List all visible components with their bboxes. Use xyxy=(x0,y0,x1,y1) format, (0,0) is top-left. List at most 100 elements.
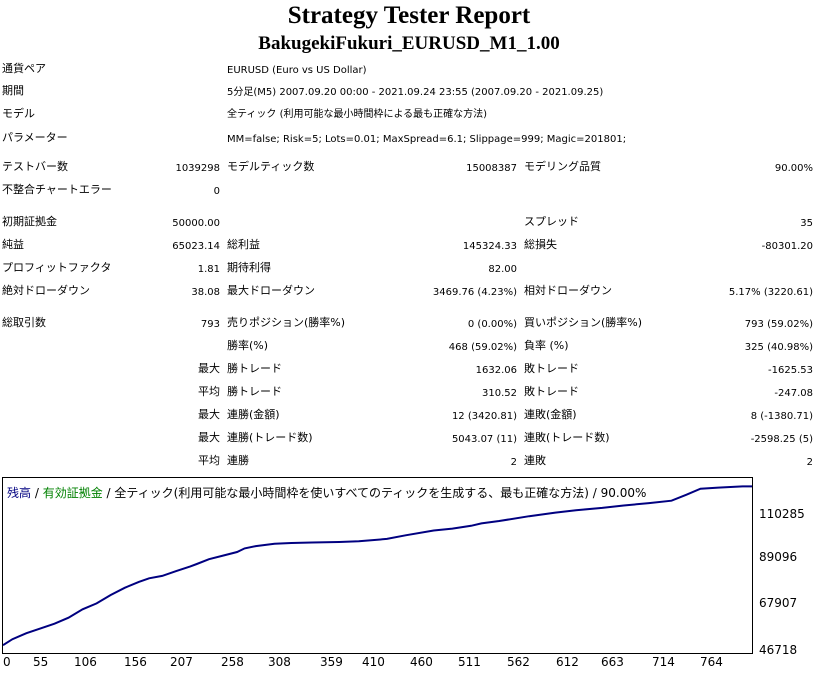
largest-loss-label: 敗トレード xyxy=(524,362,579,375)
spread-value: 35 xyxy=(800,218,813,229)
x-tick-label: 663 xyxy=(601,655,624,669)
avg-loss-label: 敗トレード xyxy=(524,385,579,398)
avg-win-value: 310.52 xyxy=(482,388,517,399)
balance-chart xyxy=(2,477,753,654)
errors-value: 0 xyxy=(213,186,220,197)
max-drawdown-label: 最大ドローダウン xyxy=(227,284,315,297)
gross-loss-label: 総損失 xyxy=(524,238,557,251)
model-value: 全ティック (利用可能な最小時間枠による最も正確な方法) xyxy=(227,109,488,120)
y-tick-label: 67907 xyxy=(759,596,798,610)
balance-line xyxy=(3,485,752,647)
net-value: 65023.14 xyxy=(172,241,220,252)
max-word: 最大 xyxy=(198,408,220,421)
short-positions-value: 0 (0.00%) xyxy=(467,319,517,330)
expected-payoff-value: 82.00 xyxy=(488,264,517,275)
chart-legend: 残高 / 有効証拠金 / 全ティック(利用可能な最小時間枠を使いすべてのティック… xyxy=(7,484,646,501)
spread-label: スプレッド xyxy=(524,215,579,228)
symbol-value: EURUSD (Euro vs US Dollar) xyxy=(227,65,367,76)
errors-label: 不整合チャートエラー xyxy=(2,183,112,196)
max-word: 最大 xyxy=(198,431,220,444)
legend-equity: 有効証拠金 xyxy=(42,486,103,500)
win-rate-value: 468 (59.02%) xyxy=(448,342,517,353)
params-value: MM=false; Risk=5; Lots=0.01; MaxSpread=6… xyxy=(227,134,627,145)
avg-word: 平均 xyxy=(198,454,220,467)
legend-separator: / xyxy=(31,486,43,500)
y-tick-label: 89096 xyxy=(759,550,798,564)
legend-balance: 残高 xyxy=(7,486,32,500)
x-tick-label: 612 xyxy=(556,655,579,669)
x-tick-label: 714 xyxy=(652,655,675,669)
x-tick-label: 207 xyxy=(170,655,193,669)
x-tick-label: 764 xyxy=(700,655,723,669)
y-tick-label: 46718 xyxy=(759,643,798,657)
bars-value: 1039298 xyxy=(175,163,220,174)
total-trades-value: 793 xyxy=(200,319,220,330)
max-word: 最大 xyxy=(198,362,220,375)
x-tick-label: 511 xyxy=(458,655,481,669)
gross-profit-value: 145324.33 xyxy=(462,241,517,252)
loss-rate-value: 325 (40.98%) xyxy=(744,342,813,353)
cons-loss-value: -2598.25 (5) xyxy=(750,434,813,445)
bars-label: テストバー数 xyxy=(2,160,68,173)
avg-cons-wins-value: 2 xyxy=(510,457,517,468)
x-tick-label: 55 xyxy=(33,655,49,669)
total-trades-label: 総取引数 xyxy=(2,316,46,329)
y-tick-label: 110285 xyxy=(759,507,805,521)
period-value: 5分足(M5) 2007.09.20 00:00 - 2021.09.24 23… xyxy=(227,87,604,98)
x-tick-label: 258 xyxy=(221,655,244,669)
largest-win-label: 勝トレード xyxy=(227,362,282,375)
ticks-value: 15008387 xyxy=(466,163,517,174)
gross-profit-label: 総利益 xyxy=(227,238,260,251)
deposit-label: 初期証拠金 xyxy=(2,215,57,228)
cons-profit-label: 連勝(トレード数) xyxy=(227,431,313,444)
avg-cons-wins-label: 連勝 xyxy=(227,454,249,467)
net-label: 純益 xyxy=(2,238,24,251)
short-positions-label: 売りポジション(勝率%) xyxy=(227,316,346,329)
x-tick-label: 460 xyxy=(410,655,433,669)
period-label: 期間 xyxy=(2,84,24,97)
x-tick-label: 562 xyxy=(507,655,530,669)
avg-win-label: 勝トレード xyxy=(227,385,282,398)
deposit-value: 50000.00 xyxy=(172,218,220,229)
report-title: Strategy Tester Report xyxy=(287,2,531,29)
balance-chart-plot xyxy=(3,485,752,647)
avg-cons-losses-value: 2 xyxy=(806,457,813,468)
gross-loss-value: -80301.20 xyxy=(761,241,813,252)
model-label: モデル xyxy=(2,107,35,120)
x-tick-label: 156 xyxy=(124,655,147,669)
cons-wins-money-value: 12 (3420.81) xyxy=(451,411,517,422)
x-tick-label: 0 xyxy=(3,655,11,669)
symbol-label: 通貨ペア xyxy=(2,62,46,75)
long-positions-label: 買いポジション(勝率%) xyxy=(524,316,643,329)
expected-payoff-label: 期待利得 xyxy=(227,261,271,274)
cons-wins-money-label: 連勝(金額) xyxy=(227,408,280,421)
avg-cons-losses-label: 連敗 xyxy=(524,454,546,467)
report-subtitle: BakugekiFukuri_EURUSD_M1_1.00 xyxy=(258,33,560,54)
abs-drawdown-label: 絶対ドローダウン xyxy=(2,284,90,297)
profit-factor-label: プロフィットファクタ xyxy=(2,261,112,274)
long-positions-value: 793 (59.02%) xyxy=(744,319,813,330)
ticks-label: モデルティック数 xyxy=(227,160,315,173)
x-tick-label: 106 xyxy=(74,655,97,669)
rel-drawdown-value: 5.17% (3220.61) xyxy=(728,287,813,298)
x-tick-label: 410 xyxy=(362,655,385,669)
largest-win-value: 1632.06 xyxy=(475,365,517,376)
max-drawdown-value: 3469.76 (4.23%) xyxy=(432,287,517,298)
loss-rate-label: 負率 (%) xyxy=(524,339,569,352)
x-tick-label: 308 xyxy=(268,655,291,669)
avg-word: 平均 xyxy=(198,385,220,398)
cons-profit-value: 5043.07 (11) xyxy=(451,434,517,445)
params-label: パラメーター xyxy=(2,131,68,144)
abs-drawdown-value: 38.08 xyxy=(191,287,220,298)
profit-factor-value: 1.81 xyxy=(197,264,220,275)
quality-value: 90.00% xyxy=(774,163,813,174)
cons-losses-money-value: 8 (-1380.71) xyxy=(750,411,813,422)
avg-loss-value: -247.08 xyxy=(774,388,813,399)
win-rate-label: 勝率(%) xyxy=(227,339,269,352)
cons-loss-label: 連敗(トレード数) xyxy=(524,431,610,444)
x-tick-label: 359 xyxy=(320,655,343,669)
rel-drawdown-label: 相対ドローダウン xyxy=(524,284,612,297)
largest-loss-value: -1625.53 xyxy=(768,365,813,376)
cons-losses-money-label: 連敗(金額) xyxy=(524,408,577,421)
legend-description: / 全ティック(利用可能な最小時間枠を使いすべてのティックを生成する、最も正確な… xyxy=(102,486,647,500)
